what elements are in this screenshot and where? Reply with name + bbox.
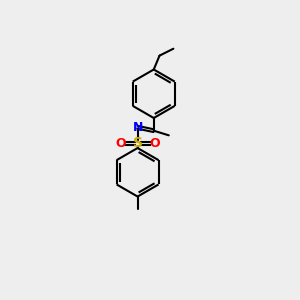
Text: O: O — [116, 137, 126, 150]
Text: S: S — [133, 136, 142, 150]
Text: N: N — [132, 121, 143, 134]
Text: O: O — [149, 137, 160, 150]
